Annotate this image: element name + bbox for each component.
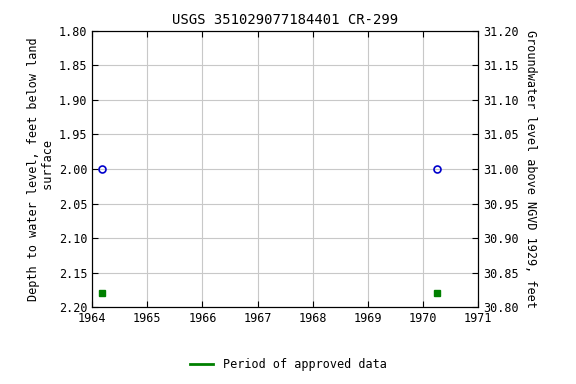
- Title: USGS 351029077184401 CR-299: USGS 351029077184401 CR-299: [172, 13, 398, 27]
- Y-axis label: Depth to water level, feet below land
 surface: Depth to water level, feet below land su…: [26, 37, 55, 301]
- Legend: Period of approved data: Period of approved data: [185, 354, 391, 376]
- Y-axis label: Groundwater level above NGVD 1929, feet: Groundwater level above NGVD 1929, feet: [524, 30, 537, 308]
